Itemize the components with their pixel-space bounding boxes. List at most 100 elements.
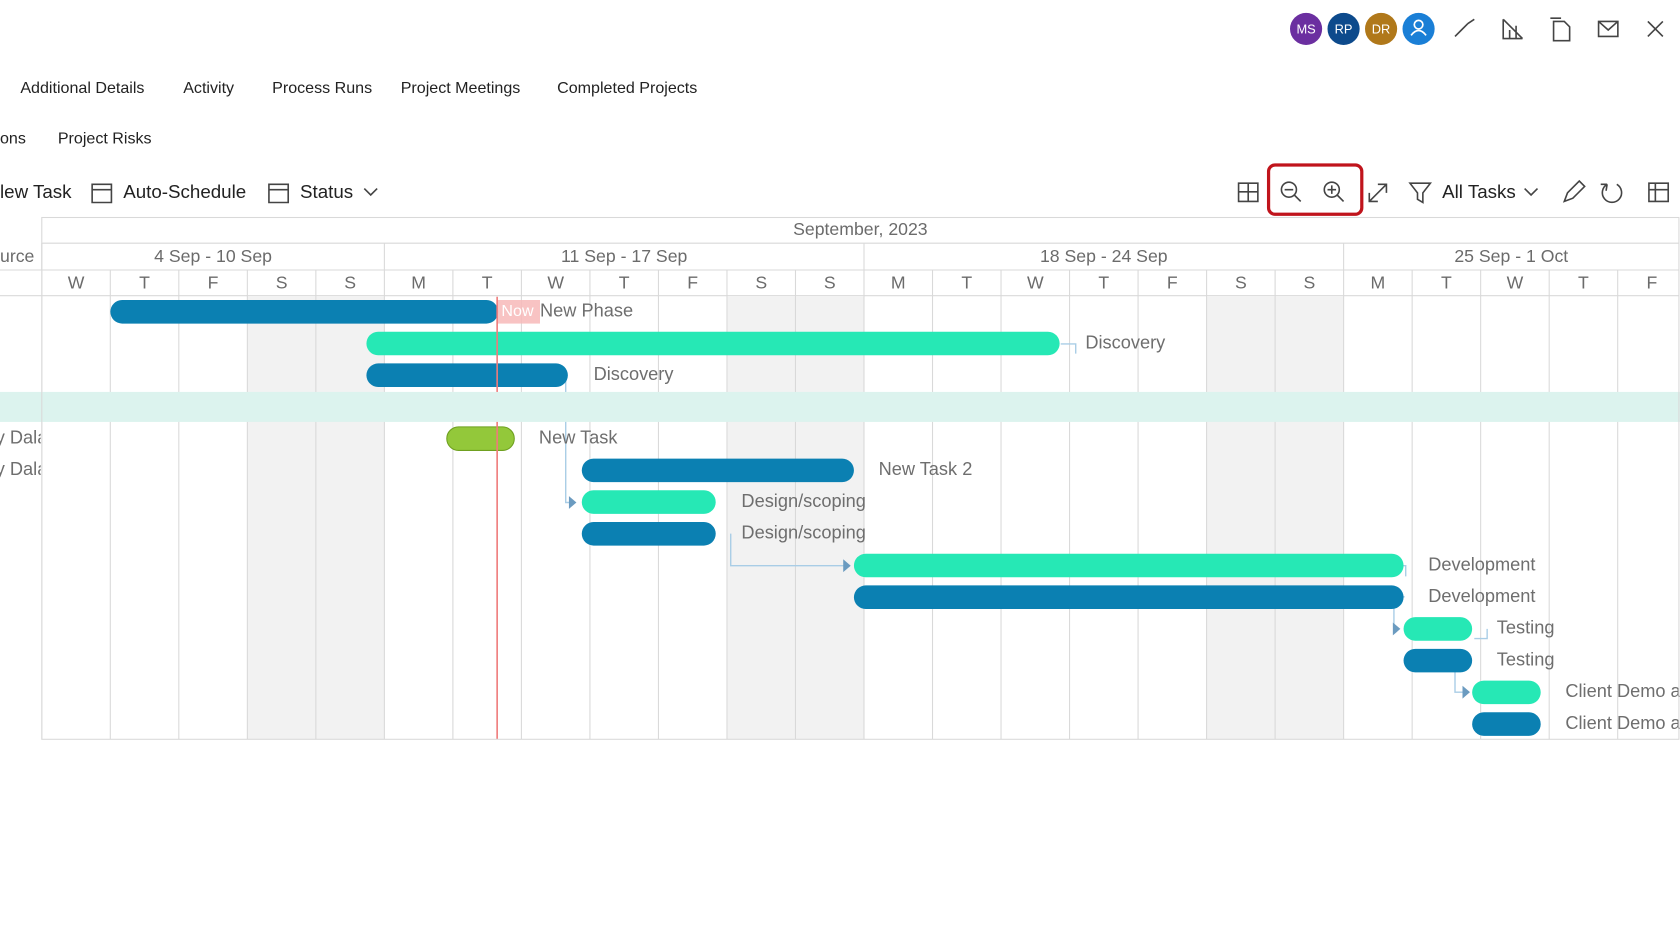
avatar-circle[interactable] xyxy=(1365,12,1398,45)
tab[interactable]: Additional Details xyxy=(20,79,144,97)
day-label: M xyxy=(411,273,426,293)
icon-refresh[interactable] xyxy=(1600,183,1623,204)
dependency-line xyxy=(730,533,849,567)
icon-expand[interactable] xyxy=(1368,183,1388,203)
task-label: New Task 2 xyxy=(879,459,973,479)
tab[interactable]: ons xyxy=(0,130,26,148)
resource-name: y Dala xyxy=(0,459,48,479)
task-label: Client Demo a xyxy=(1565,681,1680,701)
toolbar-button[interactable]: lew Task xyxy=(0,181,72,202)
task-label: Testing xyxy=(1497,649,1555,669)
avatar-user-head xyxy=(1413,19,1424,30)
icon-zoom-in-mark xyxy=(1327,185,1345,202)
tab[interactable]: Project Risks xyxy=(58,130,152,148)
avatar[interactable]: MS xyxy=(1290,12,1323,45)
task-bar[interactable] xyxy=(581,490,716,514)
avatar[interactable]: RP xyxy=(1327,12,1360,45)
icon-zoom-in[interactable] xyxy=(1323,181,1341,198)
task-label: Client Demo a xyxy=(1565,713,1680,733)
dependency-arrow xyxy=(568,496,577,509)
task-bar[interactable] xyxy=(446,426,515,451)
header-icons xyxy=(1454,17,1664,42)
avatar-initials[interactable]: DR xyxy=(1372,21,1391,36)
gantt-frame xyxy=(41,216,1680,740)
resource-name: y Dala xyxy=(0,427,48,447)
tab[interactable]: Activity xyxy=(183,79,234,97)
week-label: 4 Sep - 10 Sep xyxy=(154,246,272,266)
zoom-highlight xyxy=(1266,163,1364,216)
icon-mail[interactable] xyxy=(1597,20,1619,38)
tabs: Additional Details Activity Process Runs Pr… xyxy=(0,79,697,147)
icon-copy[interactable] xyxy=(1550,17,1571,42)
day-label: W xyxy=(68,273,85,293)
icon-settings[interactable] xyxy=(1648,182,1670,203)
row-highlight xyxy=(0,391,1680,422)
task-bar[interactable] xyxy=(581,458,854,483)
task-bar[interactable] xyxy=(853,553,1404,578)
avatar-initials[interactable]: MS xyxy=(1296,21,1315,36)
filter-label[interactable]: All Tasks xyxy=(1442,181,1516,202)
task-bar[interactable] xyxy=(1403,648,1473,673)
day-label: F xyxy=(1647,273,1658,293)
week-label: 18 Sep - 24 Sep xyxy=(1040,246,1168,266)
task-bar[interactable] xyxy=(1472,712,1541,736)
icon-link[interactable] xyxy=(1454,18,1475,37)
day-label: S xyxy=(824,273,836,293)
tab[interactable]: Completed Projects xyxy=(557,79,697,97)
toolbar-button[interactable]: Auto-Schedule xyxy=(123,181,246,202)
icon-zoom-out-mark xyxy=(1284,188,1302,202)
task-label: Testing xyxy=(1497,618,1555,638)
day-label: F xyxy=(687,273,698,293)
month-label: September, 2023 xyxy=(793,219,928,239)
task-label: New Task xyxy=(539,427,618,447)
now-label: Now xyxy=(501,302,534,320)
task-bar[interactable] xyxy=(110,300,499,324)
avatar-circle[interactable] xyxy=(1327,12,1360,45)
icon-chart[interactable] xyxy=(1502,18,1524,40)
tab[interactable]: Project Meetings xyxy=(401,79,521,97)
icon-grid[interactable] xyxy=(1237,182,1259,203)
task-label: Discovery xyxy=(1085,332,1166,352)
resource-header: urce xyxy=(0,246,35,266)
icon-close[interactable] xyxy=(1647,20,1664,37)
icon-edit[interactable] xyxy=(1562,179,1586,203)
dependency-line xyxy=(1060,343,1077,354)
task-label: Development xyxy=(1428,554,1535,574)
avatar-circle[interactable] xyxy=(1290,12,1323,45)
avatar-initials[interactable]: RP xyxy=(1335,21,1353,36)
task-bar[interactable] xyxy=(1472,680,1541,705)
day-label: F xyxy=(1167,273,1178,293)
icon-zoom-out[interactable] xyxy=(1280,181,1298,198)
icon-filter[interactable] xyxy=(1408,182,1433,204)
task-bar[interactable] xyxy=(366,331,1060,356)
task-label: Design/scoping xyxy=(741,523,865,543)
dependency-arrow xyxy=(1462,685,1470,699)
day-label: T xyxy=(139,273,150,293)
task-label: New Phase xyxy=(540,301,633,321)
dependency-arrow xyxy=(1392,622,1401,636)
now-tag xyxy=(497,300,540,324)
icon-calendar xyxy=(91,183,113,204)
day-label: T xyxy=(1441,273,1452,293)
dependency-arrow xyxy=(843,559,851,573)
day-label: W xyxy=(1027,273,1044,293)
task-label: Development xyxy=(1428,586,1535,606)
task-bar[interactable] xyxy=(853,585,1404,609)
week-label: 11 Sep - 17 Sep xyxy=(561,246,687,266)
avatar[interactable]: DR xyxy=(1365,12,1398,45)
task-bar[interactable] xyxy=(366,363,568,387)
day-label: S xyxy=(1235,273,1247,293)
day-label: S xyxy=(276,273,288,293)
toolbar-button[interactable]: Status xyxy=(300,181,353,202)
task-bar[interactable] xyxy=(1403,617,1473,641)
task-bar[interactable] xyxy=(581,522,716,546)
day-label: T xyxy=(1578,273,1589,293)
dependency-line xyxy=(1474,628,1488,640)
resource-column: y Dala y Dala xyxy=(0,427,48,479)
tab[interactable]: Process Runs xyxy=(272,79,372,97)
task-label: Design/scoping xyxy=(741,491,865,511)
day-label: S xyxy=(1303,273,1315,293)
